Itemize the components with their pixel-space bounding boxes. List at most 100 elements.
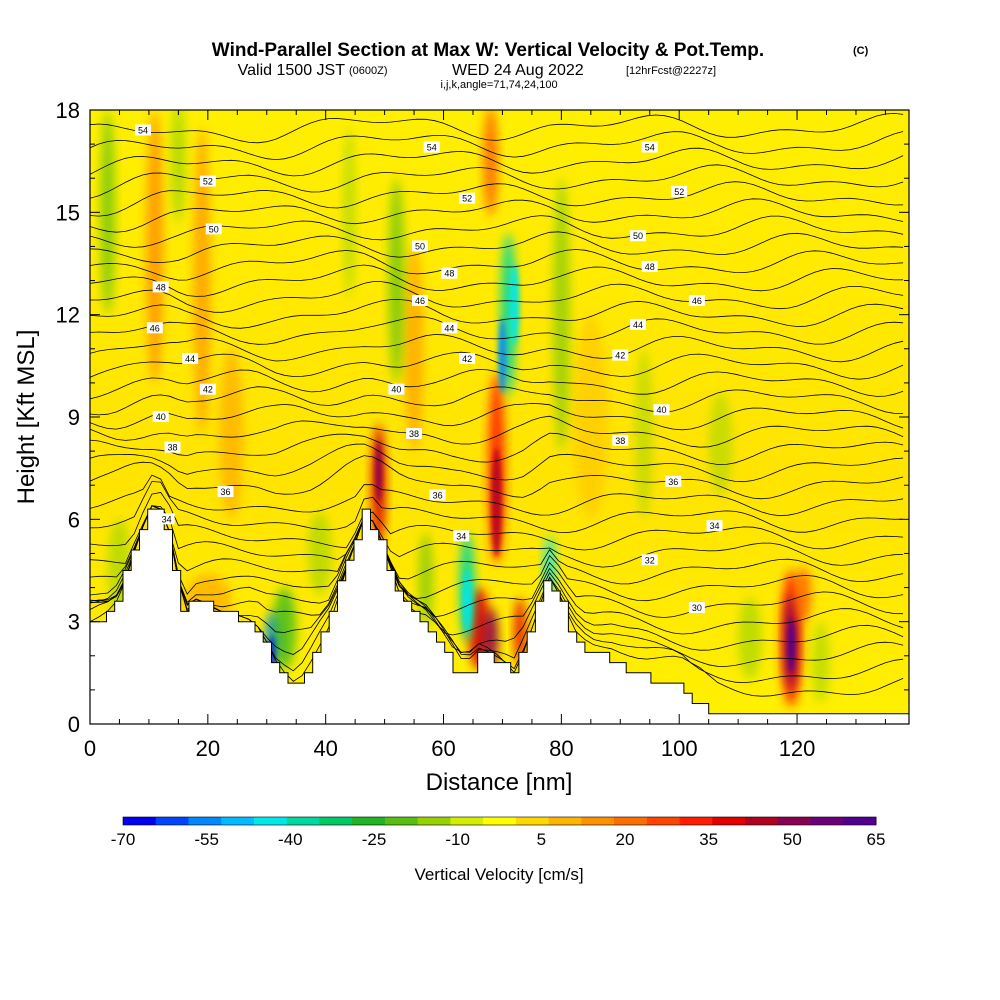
colorbar-swatch [712, 817, 746, 825]
colorbar-swatch [548, 817, 582, 825]
isentrope-label: 40 [152, 411, 169, 422]
isentrope-line [90, 198, 904, 233]
isentrope-line [90, 231, 904, 264]
isentrope-label-text: 44 [633, 320, 643, 330]
isentrope-label: 44 [441, 322, 458, 334]
velocity-cell [146, 110, 164, 383]
isentrope-line [90, 505, 904, 568]
isentrope-label-text: 54 [138, 125, 148, 135]
isentrope-label-text: 46 [150, 323, 160, 333]
isentrope-label: 48 [641, 260, 658, 272]
isentrope-label-text: 50 [209, 224, 219, 234]
colorbar-swatch [777, 817, 812, 825]
isentrope-label: 34 [706, 520, 723, 532]
isentrope-line [90, 147, 904, 177]
isentrope-label: 44 [182, 353, 199, 365]
isentrope-label: 48 [441, 267, 458, 279]
velocity-cell [491, 447, 502, 557]
isentrope-label: 46 [411, 295, 428, 307]
colorbar-swatch [384, 817, 419, 825]
isentrope-line [90, 481, 904, 534]
y-tick-label: 12 [56, 303, 80, 328]
isentrope-label-text: 48 [156, 282, 166, 292]
isentrope-label-text: 54 [645, 143, 655, 153]
colorbar-swatch [188, 817, 222, 825]
isentrope-line [90, 351, 904, 380]
isentrope-label: 38 [406, 428, 423, 440]
isentrope-label: 54 [641, 141, 658, 153]
isentrope-label: 44 [629, 318, 646, 330]
colorbar-tick-label: -70 [111, 830, 136, 849]
velocity-cell [787, 618, 795, 673]
isentrope-label-text: 38 [167, 443, 177, 453]
velocity-cell [343, 127, 356, 298]
y-tick-label: 18 [56, 98, 80, 123]
isentrope-label-text: 50 [633, 231, 643, 241]
colorbar-tick-label: -40 [278, 830, 303, 849]
colorbar-swatch [515, 817, 550, 825]
y-tick-label: 3 [68, 610, 80, 635]
colorbar-swatch [679, 817, 713, 825]
colorbar-tick-label: 20 [616, 830, 635, 849]
velocity-cell [404, 246, 424, 452]
colorbar-tick-labels: -70 -55 -40 -25 -10 5 20 35 50 65 [111, 830, 886, 849]
x-tick-label: 0 [84, 736, 96, 761]
isentrope-label: 52 [671, 185, 688, 197]
isentrope-label: 54 [423, 141, 440, 153]
isentrope-label: 34 [158, 513, 175, 525]
isentrope-label-text: 42 [615, 351, 625, 361]
colorbar-swatch [614, 817, 648, 825]
velocity-cell [272, 587, 297, 670]
isentrope-line [90, 334, 904, 363]
x-axis-label: Distance [nm] [426, 769, 573, 796]
isentrope-label-text: 44 [444, 323, 454, 333]
isentrope-label: 40 [653, 404, 670, 416]
isentrope-label-text: 48 [645, 262, 655, 272]
velocity-cell [418, 532, 433, 629]
colorbar-swatch [352, 817, 386, 825]
colorbar-swatch [810, 817, 844, 825]
valid-utc: (0600Z) [349, 65, 388, 77]
colorbar-tick-label: 5 [537, 830, 546, 849]
isentrope-label: 52 [459, 192, 476, 204]
isentrope-label: 46 [146, 322, 163, 334]
isentrope-line [90, 215, 904, 248]
isentrope-line [90, 415, 904, 448]
isentrope-label: 54 [135, 124, 152, 136]
isentrope-label-text: 54 [427, 143, 437, 153]
isentrope-line [90, 432, 904, 465]
y-tick-label: 0 [68, 712, 80, 737]
isentrope-line [90, 112, 904, 144]
velocity-cell [738, 597, 762, 680]
isentrope-label: 46 [688, 295, 705, 307]
isentrope-label: 40 [388, 383, 405, 395]
plot-area: 54 54 54 52 52 52 50 50 50 48 48 48 46 46 46 44 44 44 42 42… [90, 110, 909, 724]
x-tick-label: 20 [196, 736, 220, 761]
isentrope-line [90, 505, 904, 636]
chart-title-units: (C) [853, 45, 869, 57]
colorbar-swatch [417, 817, 451, 825]
colorbar-swatch [581, 817, 615, 825]
colorbar-tick-label: -10 [445, 830, 470, 849]
isentrope-line [90, 505, 904, 602]
isentrope-label-text: 52 [203, 177, 213, 187]
isentrope-label-text: 40 [657, 405, 667, 415]
isentrope-label-text: 30 [692, 603, 702, 613]
isentrope-label: 50 [205, 223, 222, 235]
colorbar-tick-label: 35 [699, 830, 718, 849]
isentrope-label: 52 [199, 175, 216, 187]
isentrope-label-text: 42 [462, 354, 472, 364]
colorbar-frame [122, 816, 877, 826]
isentrope-label-text: 32 [645, 555, 655, 565]
isentrope-line [90, 264, 904, 297]
valid-prefix: Valid 1500 JST [238, 62, 346, 79]
velocity-cell [635, 348, 653, 520]
valid-date: WED 24 Aug 2022 [452, 62, 584, 79]
isentrope-line [90, 316, 904, 345]
colorbar-tick-label: 50 [783, 830, 802, 849]
y-tick-label: 9 [68, 405, 80, 430]
isentrope-line [90, 281, 904, 313]
isentrope-line [90, 131, 904, 161]
